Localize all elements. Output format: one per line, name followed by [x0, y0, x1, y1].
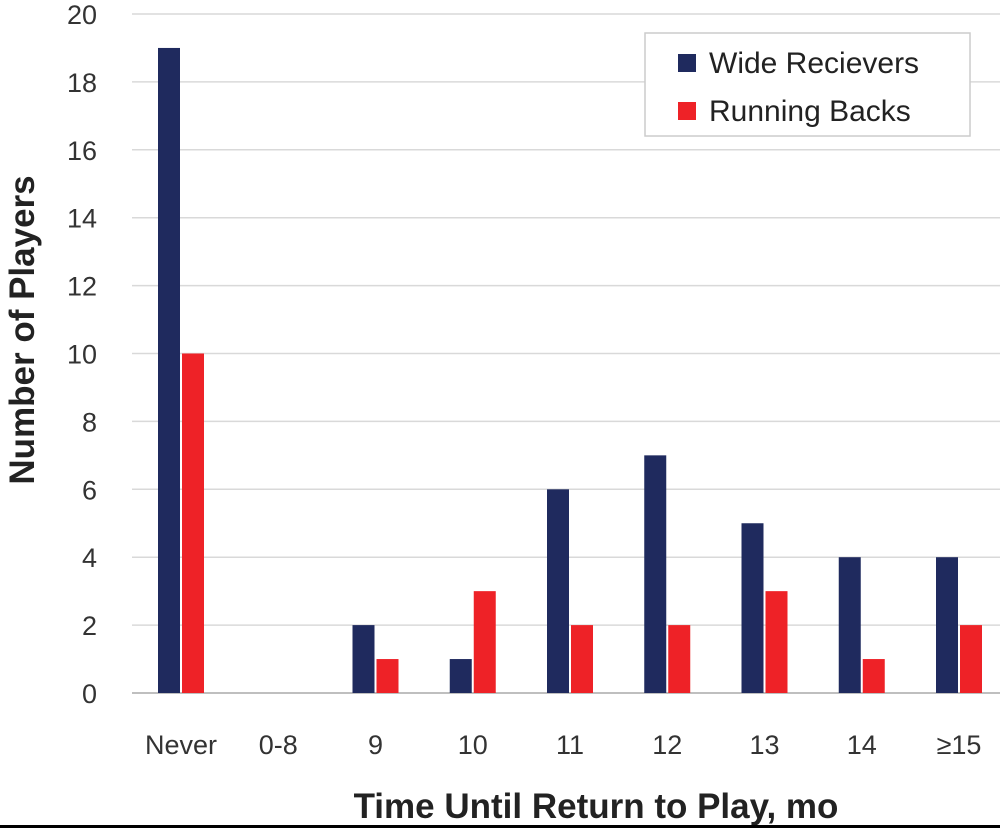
bar-wide-receivers [936, 557, 958, 693]
bars [158, 47, 982, 693]
bar-running-backs [376, 659, 399, 693]
y-axis-title: Number of Players [3, 175, 42, 484]
x-tick-labels: Never 0-8 9 10 11 12 13 14 ≥15 [145, 730, 981, 760]
bar-wide-receivers [158, 47, 180, 693]
bar-wide-receivers [838, 557, 861, 693]
y-tick-label: 14 [67, 204, 97, 234]
x-tick-label: 13 [749, 730, 779, 760]
x-tick-label: 9 [368, 730, 383, 760]
x-tick-label: Never [145, 730, 217, 760]
legend-label-wide-receivers: Wide Recievers [709, 47, 919, 80]
y-tick-label: 10 [67, 340, 97, 370]
legend-box [644, 32, 971, 137]
bar-running-backs [862, 659, 885, 693]
x-tick-label: 10 [458, 730, 488, 760]
bar-wide-receivers [644, 455, 667, 693]
bar-wide-receivers [741, 523, 764, 693]
legend: Wide Recievers Running Backs [644, 32, 971, 137]
x-axis-title: Time Until Return to Play, mo [354, 787, 839, 826]
bar-running-backs [765, 591, 788, 693]
y-tick-label: 2 [82, 611, 97, 641]
legend-swatch-wide-receivers [678, 54, 696, 72]
y-tick-label: 0 [82, 679, 97, 709]
bar-wide-receivers [449, 659, 472, 693]
bar-running-backs [182, 353, 204, 693]
bar-running-backs [668, 625, 691, 693]
bar-running-backs [571, 625, 593, 693]
y-tick-label: 8 [82, 407, 97, 437]
x-tick-label: ≥15 [937, 730, 982, 760]
x-tick-label: 12 [652, 730, 682, 760]
bar-running-backs [473, 591, 496, 693]
bar-wide-receivers [547, 489, 569, 693]
y-tick-label: 6 [82, 475, 97, 505]
y-tick-label: 20 [67, 0, 97, 30]
legend-label-running-backs: Running Backs [709, 95, 911, 128]
bottom-border [0, 825, 1000, 828]
y-tick-labels: 0 2 4 6 8 10 12 14 16 18 20 [67, 0, 97, 709]
x-tick-label: 14 [847, 730, 877, 760]
y-tick-label: 4 [82, 543, 97, 573]
y-tick-label: 16 [67, 136, 97, 166]
legend-swatch-running-backs [678, 102, 696, 120]
x-tick-label: 0-8 [259, 730, 298, 760]
y-tick-label: 18 [67, 68, 97, 98]
bar-wide-receivers [352, 625, 375, 693]
y-tick-label: 12 [67, 272, 97, 302]
x-tick-label: 11 [556, 730, 584, 760]
bar-running-backs [960, 625, 982, 693]
